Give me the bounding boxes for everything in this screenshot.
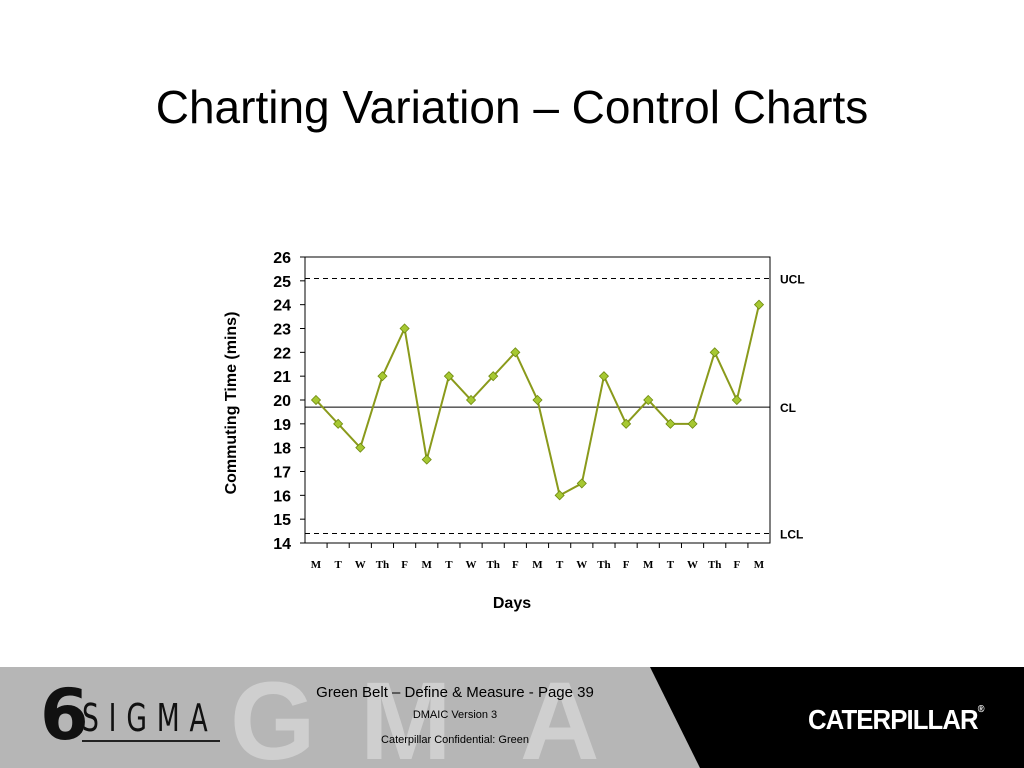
caterpillar-logo-text: CATERPILLAR [808,704,979,735]
footer-page-info: Green Belt – Define & Measure - Page 39 [316,684,594,701]
x-tick-label: W [576,559,587,571]
y-tick-label: 21 [273,369,291,386]
x-tick-label: Th [597,559,610,571]
data-point [709,347,720,358]
footer-version: DMAIC Version 3 [412,709,498,721]
y-tick-label: 23 [273,322,291,339]
data-point [355,442,366,453]
x-tick-label: F [512,559,519,571]
footer-background: G M A [0,667,1024,768]
x-tick-label: Th [486,559,499,571]
data-point [665,418,676,429]
x-tick-label: T [667,559,675,571]
data-point [532,394,543,406]
svg-text:M: M [360,667,452,768]
y-tick-label: 19 [273,417,291,434]
data-point [465,394,477,406]
data-point [399,323,410,334]
x-tick-label: F [733,559,740,571]
six-sigma-logo-number: 6 [40,674,89,756]
x-axis-title: Days [493,595,531,612]
x-tick-label: W [687,559,698,571]
slide-title: Charting Variation – Control Charts [155,81,869,133]
x-tick-label: Th [376,559,389,571]
footer-confidentiality: Caterpillar Confidential: Green [381,734,529,746]
footer-banner: G M A [0,667,1024,768]
six-sigma-logo-word: SIGMA [82,696,218,740]
data-point [333,418,344,429]
data-point [621,418,632,429]
y-tick-label: 17 [273,465,291,482]
data-point [310,394,322,406]
data-point [488,371,499,382]
y-tick-label: 14 [273,536,291,553]
y-tick-label: 26 [273,250,291,267]
caterpillar-logo: CATERPILLAR® [808,704,985,736]
x-tick-label: T [334,559,342,571]
data-point [598,371,610,382]
y-tick-label: 22 [273,345,291,362]
x-tick-label: M [532,559,543,571]
control-label-lcl: LCL [780,527,803,541]
y-tick-label: 25 [273,274,291,291]
data-point [443,371,454,382]
x-tick-label: M [643,559,654,571]
x-tick-label: T [445,559,453,571]
y-tick-label: 18 [273,441,291,458]
y-tick-label: 16 [273,488,291,505]
x-tick-label: M [422,559,433,571]
data-point [687,418,698,429]
data-point [377,371,388,382]
x-tick-label: W [466,559,477,571]
six-sigma-logo-rule [82,740,220,742]
y-tick-label: 24 [273,298,291,315]
svg-text:G: G [230,667,316,768]
x-tick-label: F [401,559,408,571]
svg-text:A: A [520,667,599,768]
y-tick-label: 15 [273,512,291,529]
x-tick-label: M [754,559,765,571]
data-point [554,490,565,501]
x-tick-label: W [355,559,366,571]
data-point [576,478,587,489]
y-tick-label: 20 [273,393,291,410]
data-point [731,394,742,406]
control-label-cl: CL [780,401,796,415]
x-tick-label: M [311,559,322,571]
y-axis-title: Commuting Time (mins) [223,312,240,495]
control-label-ucl: UCL [780,272,805,286]
data-point [753,299,765,310]
data-point [421,454,432,465]
data-point [510,347,521,358]
x-tick-label: T [556,559,564,571]
x-tick-label: F [623,559,630,571]
caterpillar-registered-mark: ® [977,704,985,715]
data-point [643,394,654,406]
x-tick-label: Th [708,559,721,571]
